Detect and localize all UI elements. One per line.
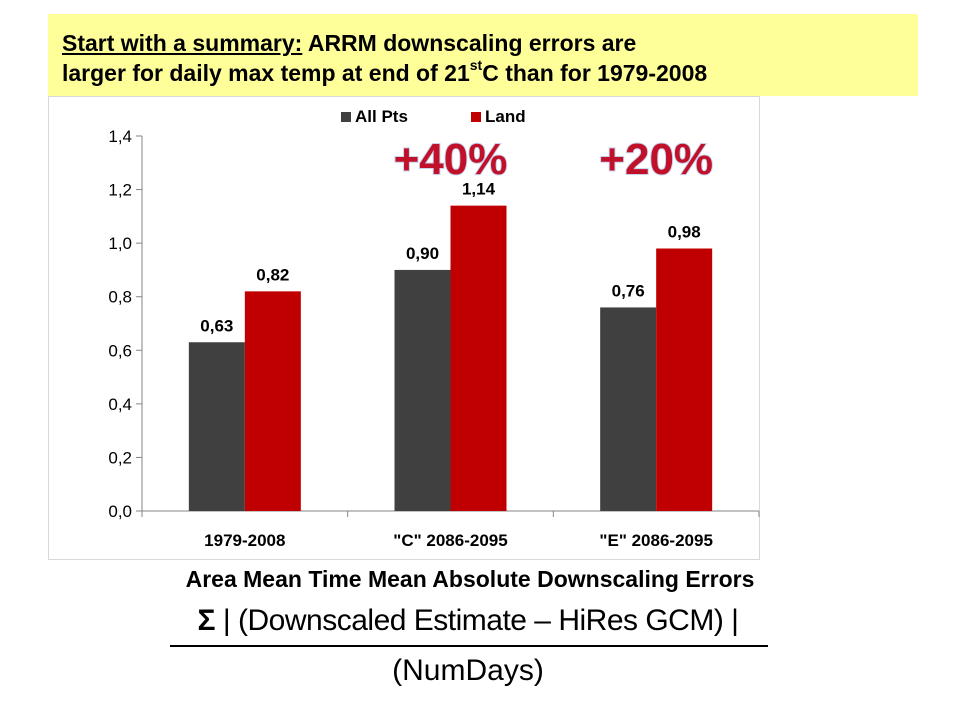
bar-chart: 0,0 0,2 0,4 0,6 0,8 1,0 1,2 1,4 0,63 0,82 1979-200… [108,107,760,550]
percent-annotation: +20% [599,135,713,184]
summary-line-1-text: ARRM downscaling errors are [302,30,637,56]
numerator-text: | (Downscaled Estimate – HiRes GCM) | [215,604,739,637]
summary-line-1: Start with a summary: ARRM downscaling e… [62,28,918,58]
legend-label: Land [485,107,526,126]
summary-superscript: st [469,57,483,74]
y-tick-label: 1,0 [108,234,132,253]
data-label: 0,76 [612,281,645,300]
y-tick-label: 0,0 [108,502,132,521]
formula-denominator: (NumDays) [392,654,544,687]
bar-land [656,248,713,511]
data-label: 0,82 [256,265,289,284]
sigma-symbol: Σ [197,604,216,637]
summary-line-2-post: C than for 1979-2008 [482,60,708,86]
y-tick-label: 0,8 [108,288,132,307]
legend-swatch [471,112,481,122]
summary-lead: Start with a summary: [62,30,303,56]
bar-all-pts [394,269,451,511]
y-tick-label: 0,2 [108,448,132,467]
legend-swatch [341,112,351,122]
bar-land [450,205,507,511]
bar-land [244,291,301,511]
summary-line-2: larger for daily max temp at end of 21st… [62,58,918,88]
data-label: 0,63 [200,316,233,335]
y-tick-label: 1,2 [108,181,132,200]
fraction-bar [170,645,768,647]
percent-annotation: +40% [394,135,508,184]
data-label: 1,14 [462,180,496,199]
chart-frame: 0,0 0,2 0,4 0,6 0,8 1,0 1,2 1,4 0,63 0,82 1979-200… [48,96,760,560]
summary-box: Start with a summary: ARRM downscaling e… [48,14,918,96]
bar-all-pts [188,342,245,511]
y-tick-label: 1,4 [108,127,132,146]
x-category-label: "C" 2086-2095 [393,531,507,550]
x-category-label: "E" 2086-2095 [599,531,712,550]
data-label: 0,98 [668,223,701,242]
y-tick-label: 0,6 [108,341,132,360]
data-label: 0,90 [406,244,439,263]
summary-line-2-pre: larger for daily max temp at end of 21 [62,60,470,86]
caption-title: Area Mean Time Mean Absolute Downscaling… [185,566,755,592]
formula-numerator: Σ | (Downscaled Estimate – HiRes GCM) | [168,600,768,642]
legend-label: All Pts [355,107,408,126]
y-tick-label: 0,4 [108,395,132,414]
x-category-label: 1979-2008 [204,531,285,550]
bar-all-pts [600,307,657,511]
